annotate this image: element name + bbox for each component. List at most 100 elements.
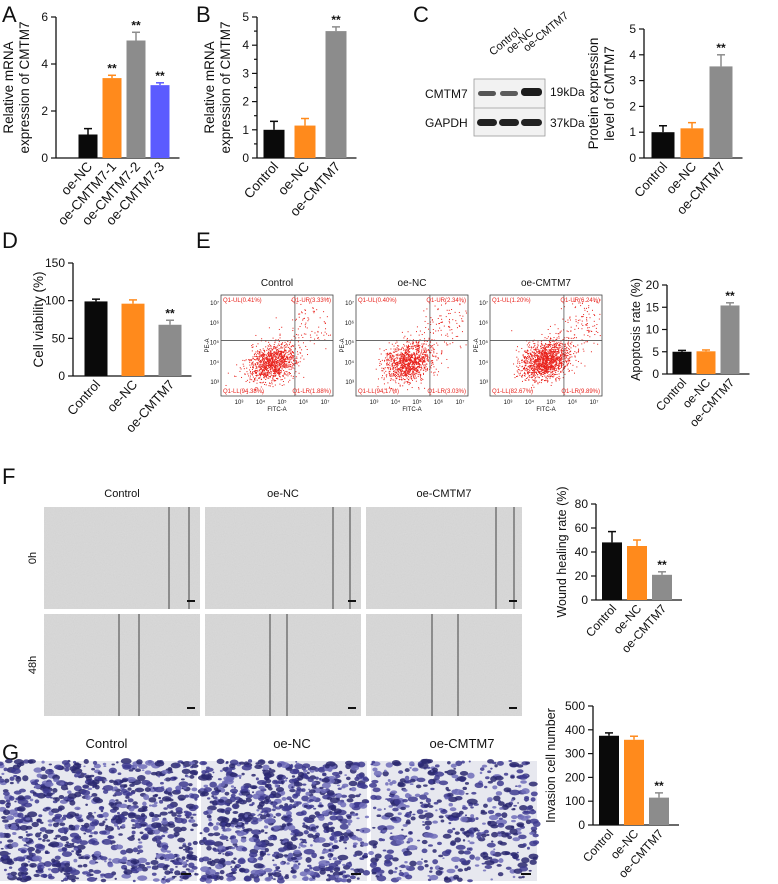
y-tick-label: 5 [652,345,659,359]
scale-bar [348,707,356,709]
bar [84,301,108,376]
bar [672,351,692,374]
flow-x-tick: 10⁶ [434,399,444,406]
transwell-column-title: Control [86,736,128,751]
scale-bar [509,707,517,709]
flow-plot-frame [489,294,603,397]
significance-label: ** [716,41,726,55]
flow-x-tick: 10³ [370,400,379,406]
flow-y-tick: 10⁵ [345,340,355,347]
y-axis-label: Wound healing rate (%) [555,486,569,617]
significance-label: ** [107,61,117,75]
y-tick-label: 150 [45,256,65,270]
flow-title: Control [261,278,293,289]
flow-scatter [511,299,601,392]
panel-letter-e: E [196,228,211,253]
wound-image-texture [44,614,200,716]
bar [150,85,170,158]
category-label: Control [64,377,103,418]
y-tick-label: 6 [41,10,48,24]
band-gapdh [521,119,542,126]
stained-cells [197,758,371,884]
band-gapdh [499,119,519,126]
flow-y-tick: 10³ [345,380,354,386]
bar [709,66,733,158]
quadrant-ur: Q1-UR(2.34%) [426,298,466,304]
y-tick-label: 100 [45,294,65,308]
quadrant-lr: Q1-LR(1.88%) [292,389,331,395]
flow-x-tick: 10⁶ [568,399,578,406]
wound-column-title: oe-CMTM7 [416,488,471,500]
flow-plot-frame [355,294,469,397]
stained-cells [0,758,200,884]
bar [652,574,672,600]
bar [651,132,675,158]
flow-y-axis-label: PE-A [205,338,211,352]
flow-y-tick: 10⁵ [479,340,489,347]
y-tick-label: 400 [565,723,585,737]
flow-cytometry-panels: Control Q1-UL(0.41%) Q1-UR(3.33%) Q1-LL(94.… [205,278,603,413]
quadrant-lr: Q1-LR(9.89%) [561,389,600,395]
scale-bar [187,600,195,602]
blot-size-label: 19kDa [550,85,585,99]
flow-y-tick: 10⁴ [479,359,489,366]
significance-label: ** [331,13,341,27]
y-tick-label: 5 [629,22,636,36]
flow-x-tick: 10⁷ [321,399,330,406]
category-label: Control [580,827,616,865]
flow-y-axis-label: PE-A [474,338,480,352]
y-axis-label: Apoptosis rate (%) [629,278,643,381]
quadrant-ll: Q1-LL(82.67%) [492,389,533,395]
y-tick-label: 100 [565,794,585,808]
wound-row-label: 48h [27,656,39,674]
flow-x-tick: 10⁷ [590,399,599,406]
bar [121,303,145,376]
flow-x-axis-label: FITC-A [267,407,286,413]
y-tick-label: 15 [646,300,660,314]
flow-y-tick: 10⁷ [479,300,488,307]
band-cmtm7 [521,88,542,96]
wound-row-label: 0h [27,552,39,564]
y-tick-label: 2 [41,104,48,118]
y-tick-label: 3 [629,74,636,88]
quadrant-ul: Q1-UL(1.20%) [492,298,531,304]
bar [627,546,647,600]
flow-x-tick: 10³ [504,400,513,406]
western-blot: Control oe-NC oe-CMTM7 CMTM7 GAPDH 19kDa… [425,10,585,137]
bar [649,797,669,825]
y-tick-label: 3 [242,66,249,80]
category-label: Control [241,159,281,201]
bar [696,351,716,374]
scale-bar [351,873,361,875]
category-label: oe-NC [104,377,140,415]
band-gapdh [477,119,497,126]
significance-label: ** [654,779,664,793]
bar [720,305,740,374]
y-tick-label: 4 [242,38,249,52]
flow-x-tick: 10⁵ [546,399,556,406]
y-tick-label: 0 [578,818,585,832]
y-tick-label: 40 [575,545,589,559]
band-cmtm7 [478,91,496,96]
y-tick-label: 1 [629,125,636,139]
flow-y-tick: 10³ [210,380,219,386]
panel-letter-d: D [2,228,18,253]
transwell-images: Control oe-NC oe-CMTM7 [0,736,541,884]
y-tick-label: 20 [575,569,589,583]
y-tick-label: 200 [565,770,585,784]
y-tick-label: 4 [629,48,636,62]
quadrant-lr: Q1-LR(3.03%) [427,389,466,395]
category-label: Control [631,159,670,200]
panel-letter-g: G [2,740,19,765]
scale-bar [181,873,191,875]
bar [624,739,644,825]
blot-size-label: 37kDa [550,116,585,130]
flow-title: oe-NC [398,278,427,289]
quadrant-ur: Q1-UR(6.24%) [560,298,600,304]
flow-x-axis-label: FITC-A [402,407,421,413]
flow-x-tick: 10³ [235,400,244,406]
scale-bar [348,600,356,602]
flow-x-tick: 10⁶ [299,399,309,406]
flow-y-tick: 10³ [479,380,488,386]
